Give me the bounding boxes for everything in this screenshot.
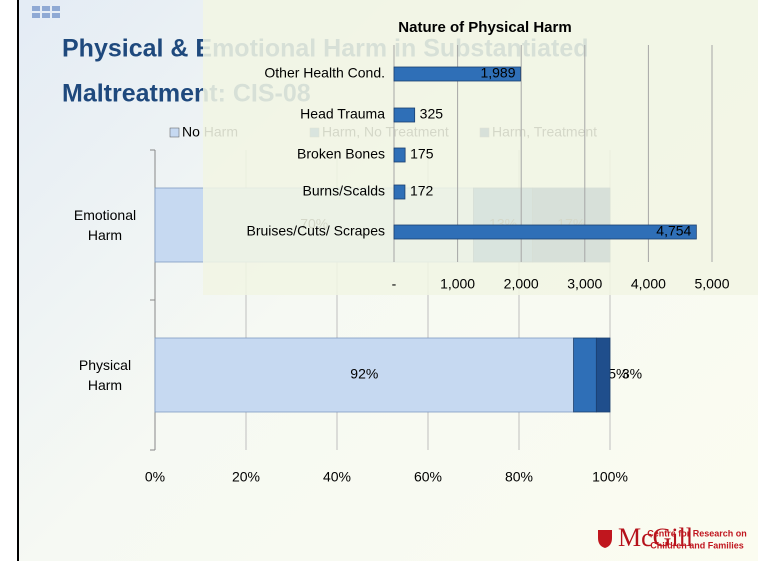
x-tick-label: - — [392, 276, 397, 292]
y-tick-label: Physical Harm — [78, 357, 132, 393]
physical-harm-chart: Nature of Physical Harm - 1,000 2,000 3,000 4… — [247, 19, 730, 292]
bar-segment — [595, 337, 611, 413]
bar — [393, 147, 406, 163]
bar — [393, 224, 697, 240]
bar-segment — [573, 337, 597, 413]
x-tick-label: 20% — [232, 469, 260, 485]
logo-tagline: Children and Families — [650, 540, 744, 550]
legend-swatch — [169, 127, 180, 138]
data-label: 172 — [410, 183, 434, 199]
data-label: 4,754 — [656, 223, 691, 239]
bar — [393, 184, 406, 200]
chart-title: Nature of Physical Harm — [398, 19, 571, 36]
x-tick-label: 0% — [145, 469, 165, 485]
logo-tagline: Centre for Research on — [647, 528, 747, 538]
x-tick-label: 100% — [592, 469, 628, 485]
x-tick-label: 40% — [323, 469, 351, 485]
left-margin — [0, 0, 18, 561]
x-tick-label: 3,000 — [567, 276, 602, 292]
y-tick-label: Broken Bones — [297, 146, 385, 162]
bar — [393, 66, 521, 82]
data-label: 175 — [410, 146, 434, 162]
x-tick-label: 60% — [414, 469, 442, 485]
x-tick-label: 5,000 — [694, 276, 729, 292]
x-tick-label: 4,000 — [631, 276, 666, 292]
y-tick-label: Other Health Cond. — [264, 65, 385, 81]
data-label: 3% — [622, 366, 642, 382]
y-tick-label: Head Trauma — [300, 106, 385, 122]
x-tick-label: 80% — [505, 469, 533, 485]
slide-icon — [32, 6, 60, 18]
y-tick-label: Emotional Harm — [73, 207, 137, 243]
data-label: 92% — [350, 366, 378, 382]
overlay-panel — [203, 0, 758, 295]
data-label: 5% — [608, 366, 628, 382]
y-tick-label: Bruises/Cuts/ Scrapes — [247, 223, 386, 239]
logo-crest — [598, 530, 612, 548]
x-tick-label: 2,000 — [504, 276, 539, 292]
data-label: 1,989 — [480, 65, 515, 81]
data-label: 325 — [420, 106, 444, 122]
bar — [393, 107, 416, 123]
bar-segment — [154, 337, 575, 413]
x-tick-label: 1,000 — [440, 276, 475, 292]
logo-name: McGill — [618, 523, 693, 552]
y-tick-label: Burns/Scalds — [303, 183, 385, 199]
